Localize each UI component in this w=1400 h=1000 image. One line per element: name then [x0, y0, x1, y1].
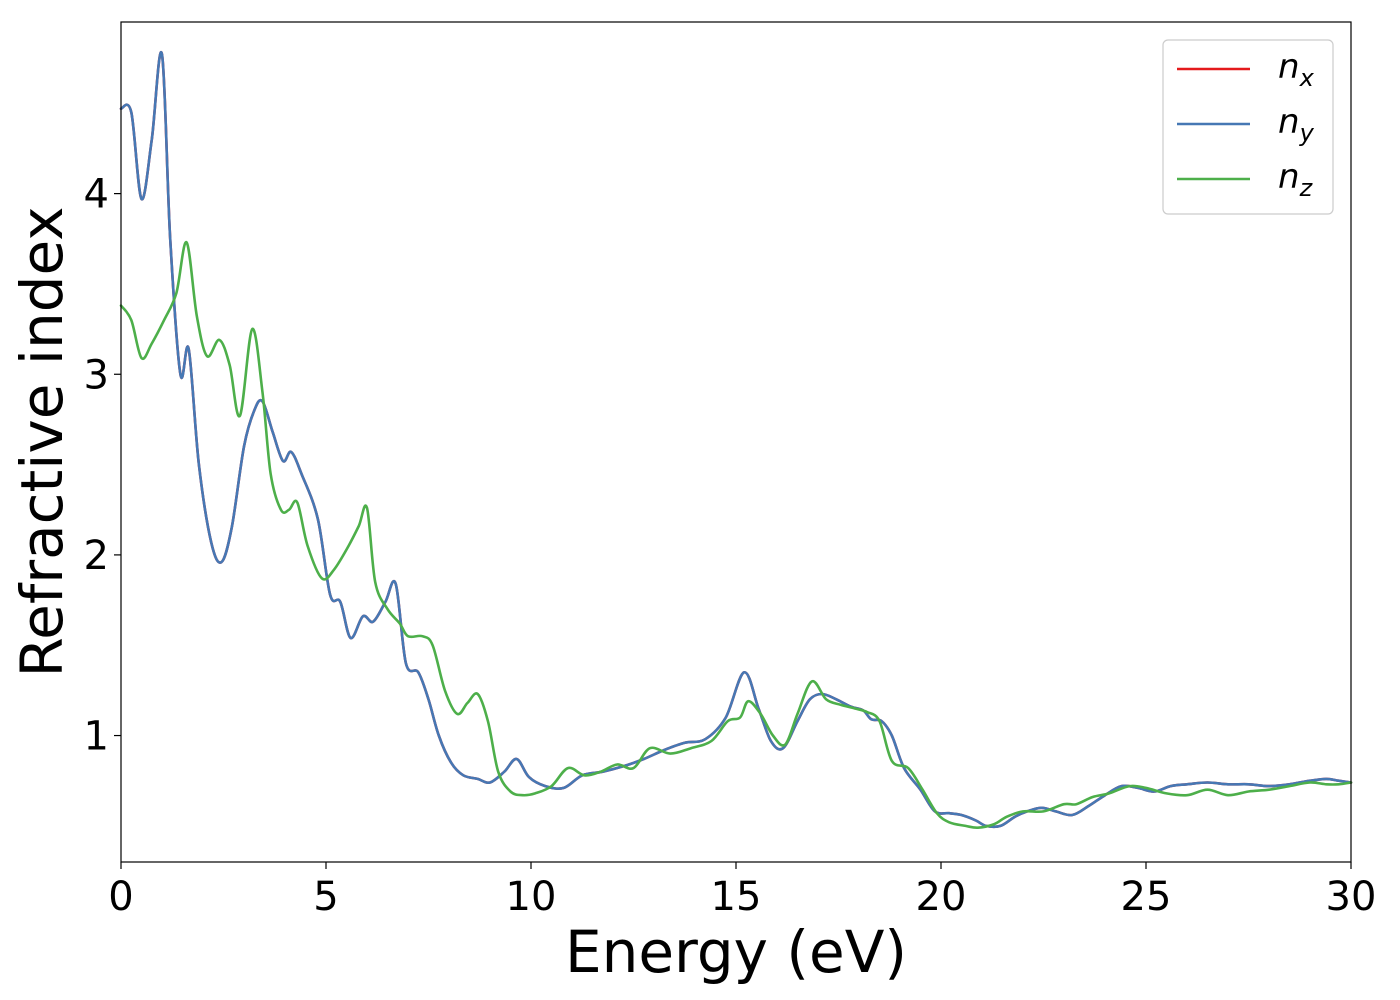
x-tick-label: 0 — [108, 874, 133, 920]
x-tick-label: 25 — [1121, 874, 1172, 920]
legend-label-x: nx — [1278, 47, 1315, 92]
y-axis-ticks: 1 2 3 4 — [84, 172, 121, 760]
x-tick-label: 5 — [313, 874, 338, 920]
legend-label-y: ny — [1278, 102, 1315, 147]
x-tick-label: 10 — [506, 874, 557, 920]
x-tick-label: 15 — [711, 874, 762, 920]
x-axis-title: Energy (eV) — [565, 918, 907, 986]
x-tick-label: 30 — [1326, 874, 1377, 920]
y-axis-title: Refractive index — [8, 206, 76, 677]
y-tick-label: 4 — [84, 172, 109, 218]
x-tick-label: 20 — [916, 874, 967, 920]
legend-label-z: nz — [1278, 157, 1314, 202]
legend-box — [1162, 39, 1334, 215]
x-axis-ticks: 0 5 10 15 20 25 30 — [108, 862, 1376, 920]
legend: nx ny nz — [1162, 39, 1334, 215]
y-tick-label: 2 — [84, 533, 109, 579]
plot-lines — [119, 50, 1353, 830]
series-line-y — [119, 50, 1353, 829]
y-tick-label: 3 — [84, 352, 109, 398]
series-line-z — [119, 241, 1353, 830]
y-tick-label: 1 — [84, 714, 109, 760]
